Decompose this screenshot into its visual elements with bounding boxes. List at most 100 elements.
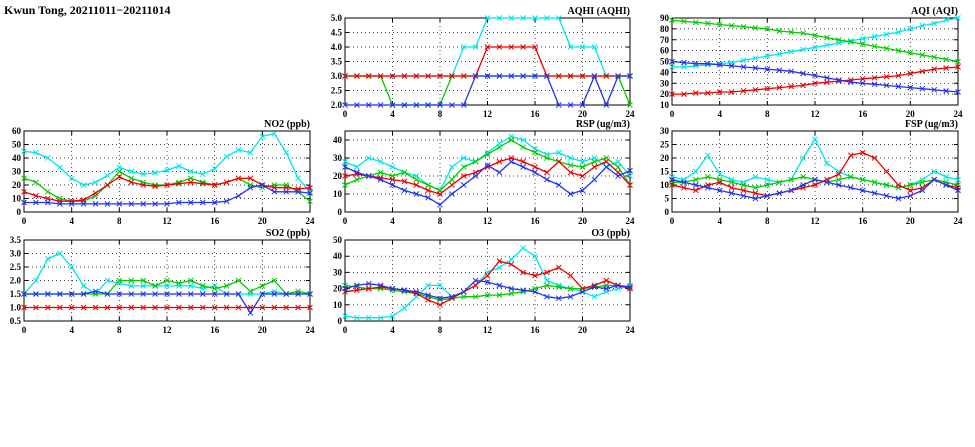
- svg-text:4: 4: [69, 325, 74, 335]
- chart-o3: 0 10 20 30 40 50 0 4 8 12 16 20 24 O3 (ppb): [317, 227, 638, 339]
- svg-text:40: 40: [333, 135, 343, 145]
- svg-text:8: 8: [438, 325, 443, 335]
- svg-text:16: 16: [531, 109, 541, 119]
- chart-no2: 0 10 20 30 40 50 60 0 4 8 12 16 20 24 NO2 (ppb): [0, 118, 318, 230]
- svg-text:30: 30: [660, 126, 670, 136]
- svg-text:3.5: 3.5: [10, 235, 22, 245]
- svg-text:0: 0: [343, 325, 348, 335]
- svg-text:12: 12: [483, 109, 493, 119]
- svg-text:0: 0: [338, 316, 343, 326]
- svg-text:2.5: 2.5: [10, 262, 22, 272]
- svg-text:FSP (ug/m3): FSP (ug/m3): [905, 119, 958, 130]
- svg-text:8: 8: [438, 216, 443, 226]
- rsp-plot-canvas: 0 10 20 30 40 0 4 8 12 16 20 24 RSP (ug/m3): [333, 119, 636, 226]
- svg-text:20: 20: [660, 89, 670, 99]
- svg-text:AQI (AQI): AQI (AQI): [911, 6, 958, 17]
- svg-text:8: 8: [117, 325, 122, 335]
- so2-plot-canvas: 0.5 1.0 1.5 2.0 2.5 3.0 3.5 0 4 8 12 16 20 24 SO2 (ppb…: [10, 228, 316, 335]
- svg-text:24: 24: [306, 325, 316, 335]
- svg-text:5.0: 5.0: [331, 13, 343, 23]
- svg-text:24: 24: [954, 109, 964, 119]
- svg-text:10: 10: [333, 300, 343, 310]
- svg-text:50: 50: [12, 140, 22, 150]
- aqhi-plot-canvas: 2.0 2.5 3.0 3.5 4.0 4.5 5.0 0 4 8 12 16 20 24 AQHI (AQ…: [331, 6, 636, 119]
- svg-text:25: 25: [660, 140, 670, 150]
- svg-text:16: 16: [531, 216, 541, 226]
- svg-text:16: 16: [210, 325, 220, 335]
- svg-text:40: 40: [12, 153, 22, 163]
- svg-text:30: 30: [333, 153, 343, 163]
- svg-text:10: 10: [660, 100, 670, 110]
- chart-aqhi: 2.0 2.5 3.0 3.5 4.0 4.5 5.0 0 4 8 12 16 20 24 AQHI (AQ…: [317, 5, 638, 123]
- svg-text:0.5: 0.5: [10, 316, 22, 326]
- svg-text:12: 12: [163, 325, 173, 335]
- svg-text:NO2 (ppb): NO2 (ppb): [264, 119, 310, 130]
- svg-text:16: 16: [531, 325, 541, 335]
- svg-text:10: 10: [12, 194, 22, 204]
- svg-text:4: 4: [390, 325, 395, 335]
- svg-text:RSP (ug/m3): RSP (ug/m3): [576, 119, 630, 130]
- svg-text:1.5: 1.5: [10, 289, 22, 299]
- svg-text:24: 24: [306, 216, 316, 226]
- svg-text:4: 4: [390, 109, 395, 119]
- svg-text:50: 50: [333, 235, 343, 245]
- svg-text:3.0: 3.0: [331, 71, 343, 81]
- svg-text:80: 80: [660, 24, 670, 34]
- svg-text:0: 0: [338, 207, 343, 217]
- svg-text:20: 20: [906, 109, 916, 119]
- svg-text:8: 8: [765, 216, 770, 226]
- svg-text:24: 24: [954, 216, 964, 226]
- svg-text:4: 4: [69, 216, 74, 226]
- svg-text:5: 5: [665, 194, 670, 204]
- svg-text:4.0: 4.0: [331, 42, 343, 52]
- chart-rsp: 0 10 20 30 40 0 4 8 12 16 20 24 RSP (ug/m3): [317, 118, 638, 230]
- svg-text:2.0: 2.0: [331, 100, 343, 110]
- svg-text:O3 (ppb): O3 (ppb): [591, 228, 630, 239]
- svg-text:SO2 (ppb): SO2 (ppb): [266, 228, 310, 239]
- svg-text:10: 10: [333, 189, 343, 199]
- no2-plot-canvas: 0 10 20 30 40 50 60 0 4 8 12 16 20 24 NO2 (ppb): [12, 119, 316, 226]
- svg-text:12: 12: [811, 109, 821, 119]
- svg-text:20: 20: [12, 180, 22, 190]
- svg-text:60: 60: [12, 126, 22, 136]
- svg-text:20: 20: [578, 325, 588, 335]
- svg-text:60: 60: [660, 46, 670, 56]
- svg-text:12: 12: [483, 325, 493, 335]
- svg-text:24: 24: [626, 109, 636, 119]
- svg-text:8: 8: [438, 109, 443, 119]
- svg-text:16: 16: [858, 216, 868, 226]
- svg-text:4: 4: [717, 109, 722, 119]
- svg-text:15: 15: [660, 167, 670, 177]
- chart-fsp: 0 5 10 15 20 25 30 0 4 8 12 16 20 24 FSP (ug/m3): [644, 118, 966, 230]
- svg-text:20: 20: [906, 216, 916, 226]
- svg-text:0: 0: [343, 109, 348, 119]
- svg-text:8: 8: [765, 109, 770, 119]
- svg-text:0: 0: [22, 216, 27, 226]
- svg-text:2.0: 2.0: [10, 276, 22, 286]
- svg-text:10: 10: [660, 180, 670, 190]
- fsp-plot-canvas: 0 5 10 15 20 25 30 0 4 8 12 16 20 24 FSP (ug/m3): [660, 119, 964, 226]
- chart-aqi: 10 20 30 40 50 60 70 80 90 0 4 8 12 16 20 24 AQI (AQI): [644, 5, 966, 123]
- svg-text:12: 12: [811, 216, 821, 226]
- svg-text:4: 4: [390, 216, 395, 226]
- svg-text:20: 20: [258, 216, 268, 226]
- svg-text:4.5: 4.5: [331, 28, 343, 38]
- svg-text:30: 30: [333, 267, 343, 277]
- svg-text:16: 16: [210, 216, 220, 226]
- svg-text:20: 20: [333, 171, 343, 181]
- svg-text:20: 20: [578, 109, 588, 119]
- chart-so2: 0.5 1.0 1.5 2.0 2.5 3.0 3.5 0 4 8 12 16 20 24 SO2 (ppb…: [0, 227, 318, 339]
- svg-text:AQHI (AQHI): AQHI (AQHI): [568, 6, 631, 17]
- svg-text:20: 20: [258, 325, 268, 335]
- svg-text:8: 8: [117, 216, 122, 226]
- svg-text:1.0: 1.0: [10, 303, 22, 313]
- svg-text:0: 0: [670, 216, 675, 226]
- svg-text:16: 16: [858, 109, 868, 119]
- svg-text:0: 0: [670, 109, 675, 119]
- svg-text:12: 12: [163, 216, 173, 226]
- svg-text:50: 50: [660, 57, 670, 67]
- svg-text:24: 24: [626, 216, 636, 226]
- o3-plot-canvas: 0 10 20 30 40 50 0 4 8 12 16 20 24 O3 (ppb): [333, 228, 635, 335]
